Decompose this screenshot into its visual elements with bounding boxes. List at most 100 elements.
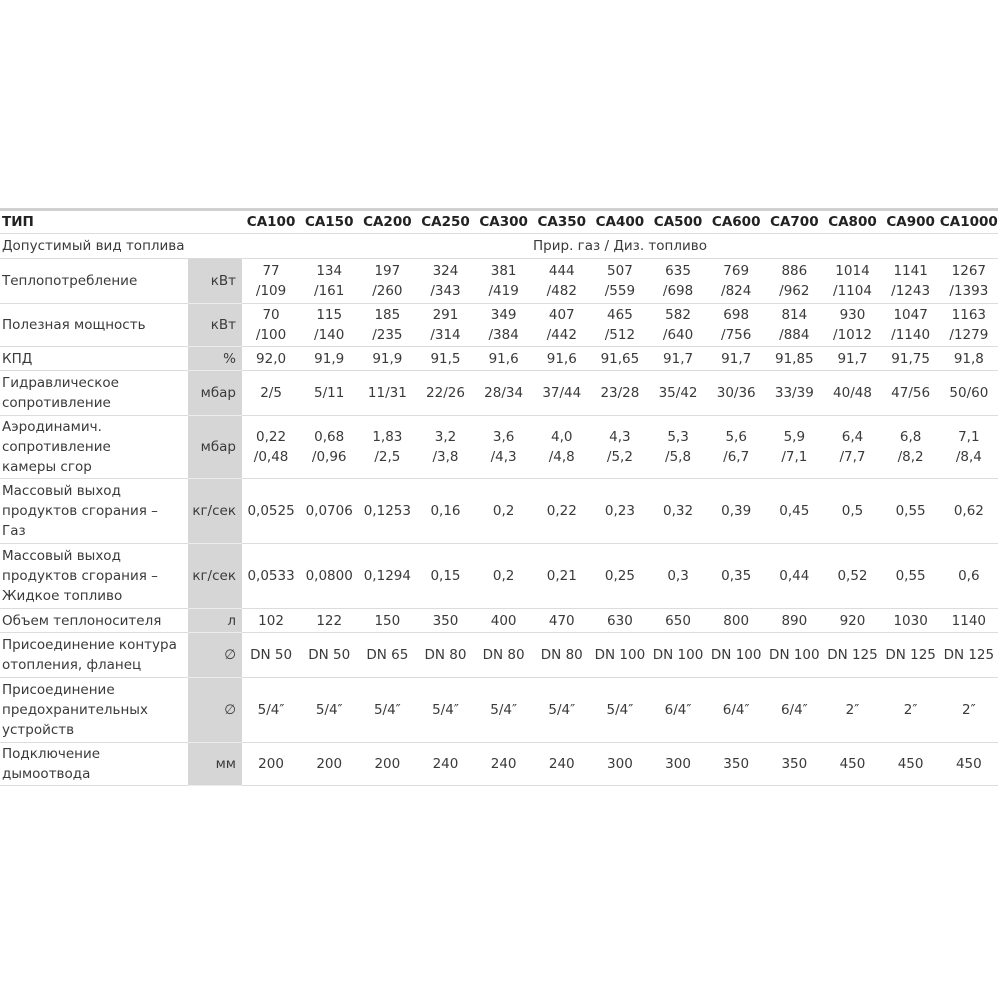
cell-value: 300 — [648, 742, 708, 786]
row-unit: ∅ — [188, 677, 242, 743]
cell-value: 0,3 — [648, 543, 708, 609]
cell-value: 0,62 — [939, 478, 998, 544]
row-label: Присоединение контура отопления, фланец — [0, 632, 188, 678]
row-label: Теплопотребление — [0, 258, 188, 304]
cell-value: 0,1294 — [358, 543, 417, 609]
table-row: Присоединение предохранительных устройст… — [0, 677, 998, 743]
cell-value: 450 — [939, 742, 998, 786]
cell-value: 77 /109 — [242, 258, 301, 304]
row-label: Присоединение предохранительных устройст… — [0, 677, 188, 743]
cell-value: 0,25 — [590, 543, 649, 609]
row-unit: % — [188, 346, 242, 371]
cell-value: 102 — [242, 608, 301, 633]
model-header: CA700 — [765, 209, 824, 234]
cell-value: DN 125 — [881, 632, 940, 678]
cell-value: 28/34 — [474, 370, 533, 416]
model-header: CA400 — [590, 209, 649, 234]
row-unit: кг/сек — [188, 478, 242, 544]
cell-value: DN 100 — [765, 632, 824, 678]
cell-value: 134 /161 — [300, 258, 359, 304]
cell-value: 200 — [358, 742, 417, 786]
row-label: Гидравлическое сопротивление — [0, 370, 188, 416]
model-header: CA1000 — [939, 209, 998, 234]
cell-value: DN 100 — [707, 632, 766, 678]
cell-value: 0,45 — [765, 478, 824, 544]
cell-value: 582 /640 — [648, 303, 708, 347]
row-unit: кВт — [188, 258, 242, 304]
row-label: Аэродинамич. сопротивление камеры сгор — [0, 415, 188, 479]
cell-value: 40/48 — [823, 370, 882, 416]
cell-value: 800 — [707, 608, 766, 633]
row-unit: кВт — [188, 303, 242, 347]
cell-value: 2″ — [881, 677, 940, 743]
cell-value: DN 50 — [242, 632, 301, 678]
cell-value: 0,68 /0,96 — [300, 415, 359, 479]
cell-value: 70 /100 — [242, 303, 301, 347]
cell-value: 407 /442 — [532, 303, 591, 347]
cell-value: 115 /140 — [300, 303, 359, 347]
row-label: Массовый выход продуктов сгорания – Газ — [0, 478, 188, 544]
cell-value: 91,7 — [823, 346, 882, 371]
cell-value: 3,2 /3,8 — [416, 415, 475, 479]
cell-value: 47/56 — [881, 370, 940, 416]
cell-value: 444 /482 — [532, 258, 591, 304]
cell-value: 0,23 — [590, 478, 649, 544]
cell-value: 91,5 — [416, 346, 475, 371]
cell-value: 0,44 — [765, 543, 824, 609]
cell-value: 5/4″ — [358, 677, 417, 743]
table-row: Теплопотребление кВт 77 /109 134 /161 197 /2… — [0, 258, 998, 304]
cell-value: 635 /698 — [648, 258, 708, 304]
cell-value: DN 100 — [590, 632, 649, 678]
cell-value: 91,9 — [300, 346, 359, 371]
cell-value: 91,7 — [648, 346, 708, 371]
row-label: КПД — [0, 346, 188, 371]
cell-value: 0,22 — [532, 478, 591, 544]
cell-value: 2/5 — [242, 370, 301, 416]
cell-value: 470 — [532, 608, 591, 633]
cell-value: DN 125 — [939, 632, 998, 678]
row-label: Массовый выход продуктов сгорания – Жидк… — [0, 543, 188, 609]
specs-table: ТИП CA100 CA150 CA200 CA250 CA300 CA350 CA400 C… — [0, 208, 998, 786]
cell-value: 6/4″ — [648, 677, 708, 743]
cell-value: DN 80 — [532, 632, 591, 678]
cell-value: 91,65 — [590, 346, 649, 371]
cell-value: 0,5 — [823, 478, 882, 544]
cell-value: 0,15 — [416, 543, 475, 609]
cell-value: 698 /756 — [707, 303, 766, 347]
cell-value: 240 — [474, 742, 533, 786]
model-header: CA300 — [474, 209, 533, 234]
table-row: Объем теплоносителя л 102 122 150 350 400 470 63… — [0, 608, 998, 633]
cell-value: 4,3 /5,2 — [590, 415, 649, 479]
cell-value: 350 — [765, 742, 824, 786]
cell-value: 5,3 /5,8 — [648, 415, 708, 479]
cell-value: 5/4″ — [532, 677, 591, 743]
table-row: Полезная мощность кВт 70 /100 115 /140 185 /… — [0, 303, 998, 347]
cell-value: 1014 /1104 — [823, 258, 882, 304]
cell-value: 350 — [416, 608, 475, 633]
row-label: Подключение дымоотвода — [0, 742, 188, 786]
cell-value: 185 /235 — [358, 303, 417, 347]
cell-value: 291 /314 — [416, 303, 475, 347]
cell-value: 890 — [765, 608, 824, 633]
row-unit: мбар — [188, 370, 242, 416]
cell-value: 1140 — [939, 608, 998, 633]
cell-value: 450 — [881, 742, 940, 786]
cell-value: 0,0800 — [300, 543, 359, 609]
header-row: ТИП CA100 CA150 CA200 CA250 CA300 CA350 CA400 C… — [0, 209, 998, 234]
cell-value: 0,6 — [939, 543, 998, 609]
cell-value: 91,6 — [532, 346, 591, 371]
cell-value: 0,2 — [474, 543, 533, 609]
cell-value: 400 — [474, 608, 533, 633]
model-header: CA150 — [300, 209, 359, 234]
cell-value: 0,55 — [881, 543, 940, 609]
cell-value: 0,2 — [474, 478, 533, 544]
table-row: Подключение дымоотвода мм 200 200 200 240 240 2… — [0, 742, 998, 786]
cell-value: 381 /419 — [474, 258, 533, 304]
cell-value: 240 — [416, 742, 475, 786]
row-unit: л — [188, 608, 242, 633]
cell-value: 1,83 /2,5 — [358, 415, 417, 479]
fuel-row: Допустимый вид топлива Прир. газ / Диз. … — [0, 233, 998, 259]
cell-value: 1047 /1140 — [881, 303, 940, 347]
cell-value: 91,7 — [707, 346, 766, 371]
cell-value: 5/4″ — [300, 677, 359, 743]
